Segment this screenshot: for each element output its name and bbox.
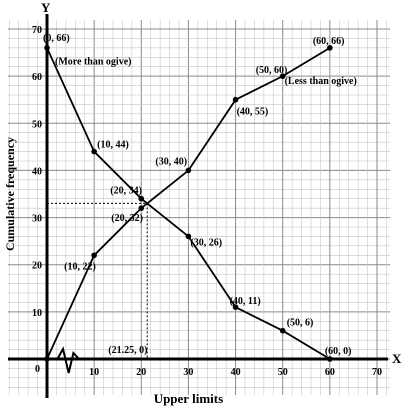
x-axis-letter: X (392, 351, 402, 366)
x-tick-label: 10 (89, 367, 99, 378)
point-label: (30, 26) (190, 237, 222, 248)
point-label: (50, 6) (287, 318, 314, 329)
point-label: (60, 66) (313, 36, 345, 47)
less-than-point (138, 205, 145, 211)
y-tick-label: 70 (32, 25, 42, 36)
point-label: (30, 40) (155, 156, 187, 167)
intersection-foot-label: (21.25, 0) (108, 345, 147, 356)
more-than-point (138, 195, 145, 202)
less-than-point (232, 96, 239, 103)
y-axis-title: Cumulative frequency (3, 137, 17, 251)
point-label: (40, 55) (237, 107, 269, 118)
more-than-annotation: (More than ogive) (55, 56, 131, 67)
labels-layer: X Y 0 10 20 30 40 50 60 70 10 20 30 40 50 60 70 Upper lim… (3, 0, 402, 406)
x-tick-label: 30 (183, 367, 193, 378)
axes (8, 14, 388, 398)
x-tick-label: 40 (231, 367, 241, 378)
more-than-point (279, 327, 286, 334)
point-label: (10, 22) (64, 261, 96, 272)
more-than-point (327, 356, 333, 362)
more-than-point (91, 148, 97, 155)
grid (8, 20, 390, 395)
less-than-point (185, 167, 192, 174)
series-layer (44, 45, 333, 362)
y-tick-label: 50 (32, 119, 42, 130)
more-than-point (44, 45, 50, 51)
x-tick-label: 60 (325, 367, 335, 378)
x-tick-label: 70 (372, 367, 382, 378)
more-than-point (232, 304, 239, 310)
point-label: (40, 11) (230, 296, 261, 307)
more-than-point (185, 233, 192, 240)
less-than-point (91, 252, 97, 259)
y-tick-label: 60 (32, 72, 42, 83)
y-tick-label: 40 (32, 166, 42, 177)
y-tick-label: 20 (32, 261, 42, 272)
point-label: (60, 0) (325, 346, 352, 357)
point-label: (0, 66) (43, 33, 70, 44)
y-axis-letter: Y (41, 0, 51, 15)
less-than-point (44, 356, 50, 362)
point-label: (20, 32) (111, 213, 143, 224)
less-than-point (279, 73, 286, 79)
origin-label: 0 (35, 364, 40, 375)
point-label: (10, 44) (97, 140, 129, 151)
y-tick-label: 30 (32, 214, 42, 225)
less-than-annotation: (Less than ogive) (285, 76, 357, 87)
x-tick-label: 50 (278, 367, 288, 378)
x-axis-title: Upper limits (154, 391, 223, 406)
axis-break-mark (56, 346, 80, 374)
x-tick-label: 20 (136, 367, 146, 378)
point-label: (50, 60) (256, 65, 288, 76)
point-label: (20, 34) (110, 186, 142, 197)
y-tick-label: 10 (32, 308, 42, 319)
less-than-point (327, 45, 333, 51)
